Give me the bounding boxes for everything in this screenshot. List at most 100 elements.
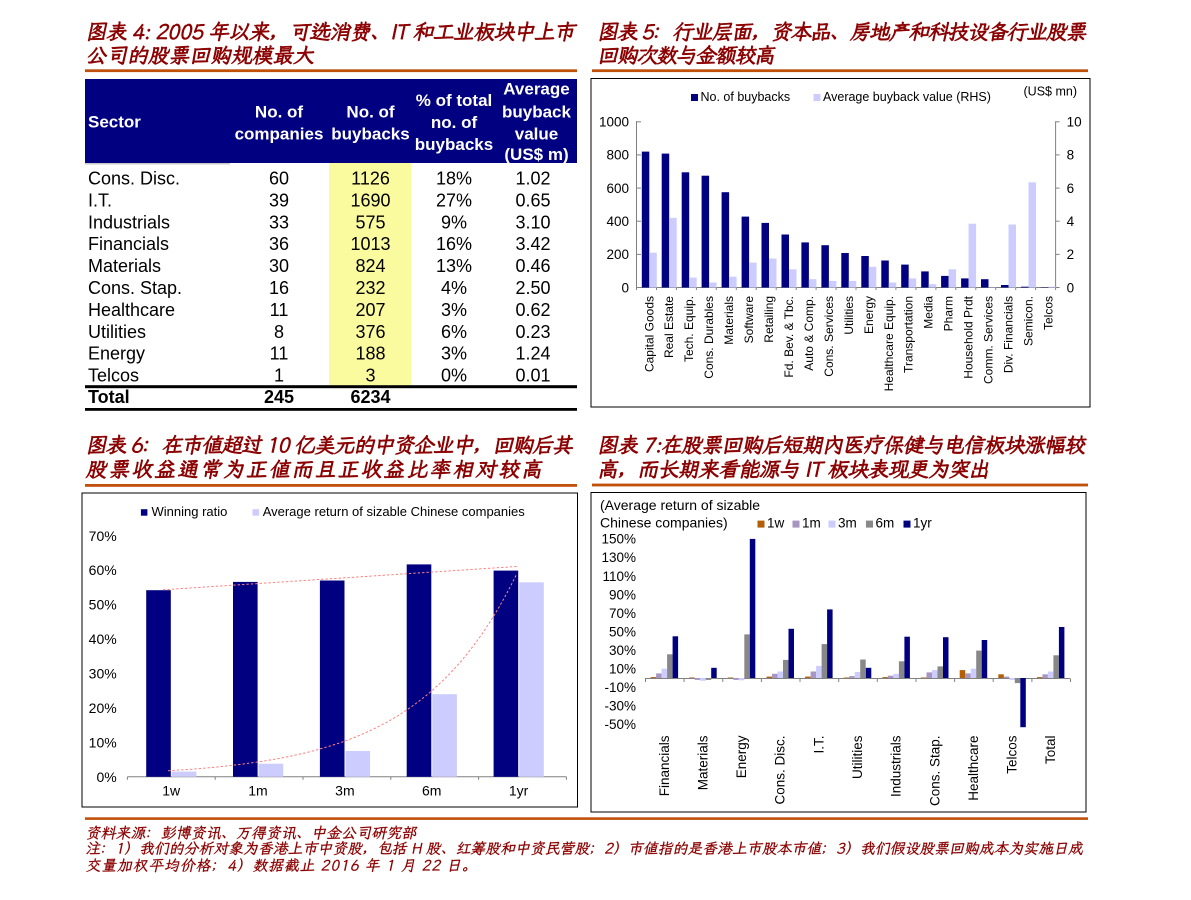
svg-text:0: 0 (621, 280, 629, 295)
svg-text:20%: 20% (89, 700, 117, 716)
svg-text:1126: 1126 (351, 169, 390, 189)
svg-text:245: 245 (264, 387, 294, 407)
svg-text:Utilities: Utilities (842, 296, 856, 335)
svg-text:Auto & Comp.: Auto & Comp. (802, 296, 816, 371)
svg-text:70%: 70% (609, 606, 636, 621)
svg-text:30%: 30% (89, 666, 117, 682)
svg-text:0: 0 (1067, 280, 1075, 295)
svg-text:4%: 4% (441, 278, 467, 298)
svg-text:10%: 10% (609, 662, 636, 677)
svg-text:1w: 1w (162, 783, 181, 799)
svg-text:Telcos: Telcos (1041, 296, 1055, 330)
svg-text:Sector: Sector (88, 113, 141, 132)
svg-text:8: 8 (1067, 148, 1075, 163)
svg-text:39: 39 (269, 190, 289, 210)
svg-text:3: 3 (365, 366, 375, 386)
svg-text:no. of: no. of (431, 113, 478, 132)
svg-text:No. of: No. of (346, 103, 394, 122)
svg-text:824: 824 (355, 256, 385, 276)
svg-text:800: 800 (606, 148, 629, 163)
svg-text:Financials: Financials (88, 234, 169, 254)
svg-text:0%: 0% (96, 769, 116, 785)
svg-text:6m: 6m (876, 516, 895, 531)
svg-text:Total: Total (1043, 736, 1058, 765)
svg-text:Materials: Materials (88, 256, 161, 276)
svg-text:Transportation: Transportation (902, 296, 916, 373)
svg-text:I.T.: I.T. (811, 736, 826, 754)
svg-text:1000: 1000 (599, 115, 629, 130)
svg-text:Energy: Energy (734, 735, 749, 778)
svg-text:600: 600 (606, 181, 629, 196)
svg-text:Cons. Stap.: Cons. Stap. (88, 278, 182, 298)
svg-text:0.65: 0.65 (515, 190, 550, 210)
svg-text:Tech. Equip.: Tech. Equip. (682, 296, 696, 362)
svg-text:Materials: Materials (722, 296, 736, 345)
svg-text:-10%: -10% (604, 680, 636, 695)
svg-text:130%: 130% (601, 550, 636, 565)
svg-text:13%: 13% (436, 256, 472, 276)
svg-text:Semicon.: Semicon. (1022, 296, 1036, 346)
svg-text:Div. Financials: Div. Financials (1002, 296, 1016, 373)
svg-text:Media: Media (922, 296, 936, 329)
svg-text:Utilities: Utilities (850, 735, 865, 779)
svg-text:% of total: % of total (416, 91, 493, 110)
svg-text:-50%: -50% (604, 717, 636, 732)
svg-text:11: 11 (270, 344, 289, 364)
svg-text:0.46: 0.46 (515, 256, 550, 276)
svg-text:1yr: 1yr (509, 783, 529, 799)
svg-text:1m: 1m (248, 783, 267, 799)
svg-text:33: 33 (269, 212, 289, 232)
svg-text:200: 200 (606, 247, 629, 262)
svg-text:1w: 1w (767, 516, 785, 531)
svg-text:value: value (515, 124, 558, 143)
svg-text:(US$ mn): (US$ mn) (1024, 85, 1077, 99)
svg-text:Industrials: Industrials (889, 735, 904, 797)
svg-text:1.24: 1.24 (515, 344, 550, 364)
svg-text:Total: Total (88, 387, 130, 407)
svg-text:(Average return of sizable: (Average return of sizable (600, 497, 760, 513)
svg-text:2: 2 (1067, 247, 1075, 262)
svg-text:Cons. Disc.: Cons. Disc. (88, 169, 180, 189)
svg-text:1: 1 (274, 366, 284, 386)
svg-text:188: 188 (355, 344, 385, 364)
svg-text:1013: 1013 (350, 234, 390, 254)
svg-text:400: 400 (606, 214, 629, 229)
svg-text:buybacks: buybacks (415, 135, 493, 154)
svg-text:60%: 60% (89, 562, 117, 578)
svg-text:Cons. Services: Cons. Services (822, 296, 836, 377)
svg-text:6%: 6% (441, 322, 467, 342)
svg-text:Fd. Bev. & Tbc.: Fd. Bev. & Tbc. (782, 296, 796, 378)
svg-text:Household Prdt: Household Prdt (962, 295, 976, 378)
svg-text:Cons. Stap.: Cons. Stap. (927, 736, 942, 807)
svg-text:2.50: 2.50 (515, 278, 550, 298)
svg-text:1yr: 1yr (913, 516, 932, 531)
svg-text:1.02: 1.02 (515, 169, 550, 189)
svg-text:Average: Average (503, 80, 569, 99)
svg-text:10%: 10% (89, 734, 117, 750)
svg-text:Healthcare Equip.: Healthcare Equip. (882, 296, 896, 391)
svg-text:3%: 3% (441, 344, 467, 364)
svg-text:buybacks: buybacks (331, 125, 409, 144)
svg-text:3%: 3% (441, 300, 467, 320)
svg-text:0.01: 0.01 (515, 366, 550, 386)
svg-text:3m: 3m (838, 516, 857, 531)
svg-text:buyback: buyback (502, 102, 572, 121)
svg-text:4: 4 (1067, 214, 1075, 229)
svg-text:No. of buybacks: No. of buybacks (701, 90, 791, 104)
svg-text:3.42: 3.42 (515, 234, 550, 254)
svg-text:Healthcare: Healthcare (966, 736, 981, 801)
svg-text:Winning ratio: Winning ratio (152, 504, 228, 519)
svg-text:3.10: 3.10 (515, 212, 550, 232)
svg-text:9%: 9% (441, 212, 467, 232)
svg-text:Financials: Financials (657, 735, 672, 796)
svg-text:(US$ m): (US$ m) (504, 145, 568, 164)
svg-text:Real Estate: Real Estate (662, 296, 676, 358)
svg-text:Cons. Disc.: Cons. Disc. (773, 736, 788, 805)
svg-text:8: 8 (274, 322, 284, 342)
svg-text:Energy: Energy (862, 296, 876, 334)
svg-text:Industrials: Industrials (88, 212, 170, 232)
svg-text:40%: 40% (89, 631, 117, 647)
svg-text:150%: 150% (601, 532, 636, 547)
svg-text:16%: 16% (436, 234, 472, 254)
svg-text:Utilities: Utilities (88, 322, 146, 342)
